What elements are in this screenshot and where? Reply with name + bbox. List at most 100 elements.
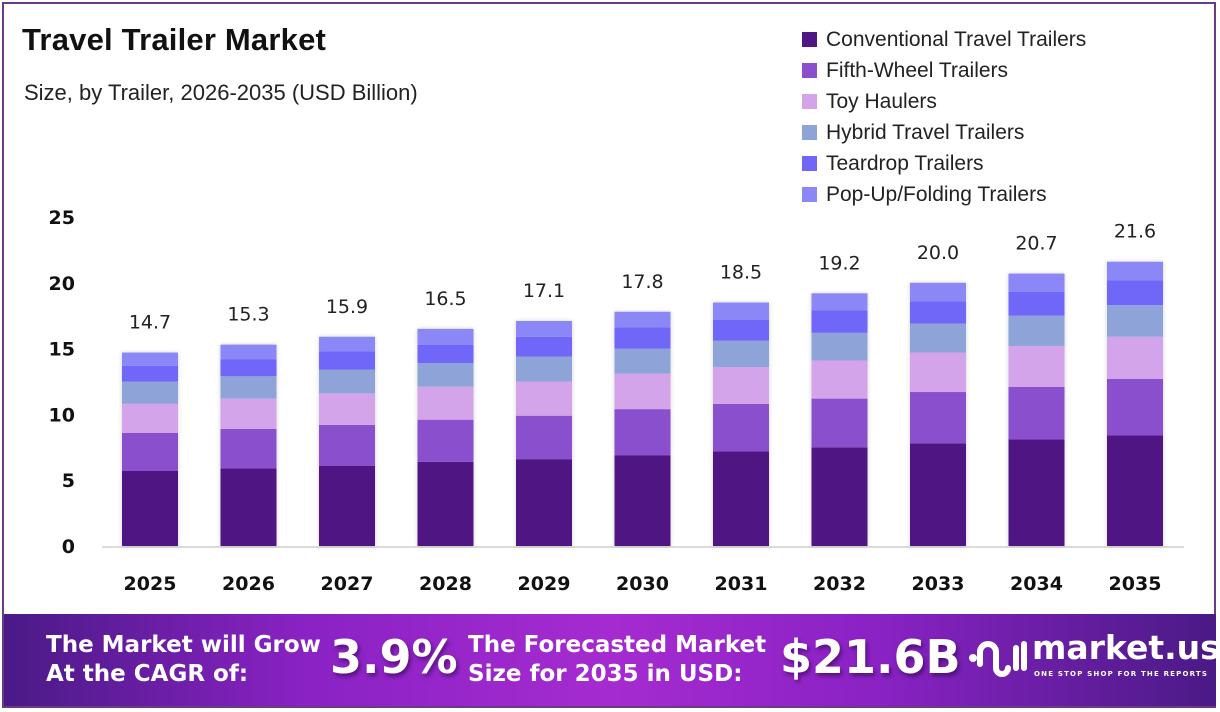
- bar-stack-2031: [713, 302, 769, 546]
- bar-segment: [220, 376, 277, 399]
- legend-item-teardrop: Teardrop Trailers: [802, 148, 1086, 179]
- legend-item-fifth-wheel: Fifth-Wheel Trailers: [802, 55, 1086, 86]
- bar-stack-2034: [1008, 273, 1065, 546]
- y-tick-label: 5: [62, 470, 75, 492]
- legend-label: Pop-Up/Folding Trailers: [826, 182, 1047, 206]
- total-data-label: 17.1: [523, 280, 565, 302]
- bar-segment: [417, 344, 474, 364]
- bar-segment: [910, 282, 966, 302]
- bar-segment: [516, 381, 572, 416]
- bar-stack-2026: [220, 344, 277, 546]
- cagr-caption-line2: At the CAGR of:: [46, 661, 249, 687]
- y-tick-label: 10: [49, 404, 75, 426]
- bar-stack-2025: [122, 352, 178, 546]
- x-tick-label: 2027: [321, 573, 374, 595]
- bar-segment: [122, 381, 178, 404]
- bar-segment: [319, 336, 375, 352]
- x-tick-label: 2030: [616, 573, 669, 595]
- bar-segment: [910, 392, 966, 444]
- cagr-value: 3.9%: [330, 630, 458, 684]
- total-data-label: 20.7: [1015, 233, 1057, 255]
- cagr-caption: The Market will Grow At the CAGR of:: [46, 631, 321, 689]
- bar-segment: [713, 340, 769, 368]
- legend-swatch: [802, 32, 817, 47]
- bar-segment: [417, 386, 474, 420]
- bar-segment: [1008, 292, 1065, 316]
- legend-swatch: [802, 63, 817, 78]
- bar-segment: [319, 369, 375, 394]
- x-tick-label: 2033: [912, 573, 965, 595]
- bar-segment: [516, 356, 572, 382]
- legend-label: Hybrid Travel Trailers: [826, 120, 1025, 144]
- bar-stack-2032: [811, 293, 868, 546]
- legend: Conventional Travel Trailers Fifth-Wheel…: [802, 24, 1086, 210]
- bar-segment: [122, 470, 178, 546]
- bar-segment: [713, 302, 769, 320]
- forecast-caption: The Forecasted Market Size for 2035 in U…: [468, 631, 766, 689]
- bar-segment: [1008, 345, 1065, 387]
- x-axis: 2025 2026 2027 2028 2029 2030 2031 2032 2033 2034…: [124, 573, 1162, 595]
- bar-stack-2028: [417, 328, 474, 546]
- bar-segment: [417, 363, 474, 387]
- bar-segment: [516, 415, 572, 460]
- total-data-label: 15.3: [227, 304, 269, 326]
- bar-segment: [1008, 386, 1065, 440]
- total-data-label: 14.7: [129, 312, 171, 334]
- bar-segment: [319, 351, 375, 370]
- bar-segment: [319, 424, 375, 466]
- bar-segment: [910, 323, 966, 353]
- bar-segment: [122, 432, 178, 471]
- bar-segment: [417, 461, 474, 546]
- total-data-label: 17.8: [621, 271, 663, 293]
- y-tick-label: 20: [49, 273, 75, 295]
- total-data-label: 16.5: [424, 288, 466, 310]
- bar-segment: [1107, 305, 1163, 337]
- legend-swatch: [802, 125, 817, 140]
- bar-segment: [614, 455, 671, 546]
- bar-segment: [713, 319, 769, 341]
- legend-swatch: [802, 94, 817, 109]
- bar-segment: [614, 373, 671, 410]
- bar-segment: [1107, 336, 1163, 379]
- legend-label: Conventional Travel Trailers: [826, 27, 1087, 51]
- bar-segment: [516, 336, 572, 357]
- legend-item-pop-up: Pop-Up/Folding Trailers: [802, 179, 1086, 210]
- legend-item-conventional: Conventional Travel Trailers: [802, 24, 1086, 55]
- y-tick-label: 0: [62, 536, 75, 558]
- total-data-label: 15.9: [326, 296, 368, 318]
- x-tick-label: 2035: [1109, 573, 1162, 595]
- bar-segment: [811, 310, 868, 333]
- bar-segment: [1107, 280, 1163, 306]
- bar-segment: [1107, 378, 1163, 436]
- bar-segment: [319, 465, 375, 546]
- bar-segment: [220, 398, 277, 429]
- legend-swatch: [802, 156, 817, 171]
- total-data-label: 18.5: [720, 262, 762, 284]
- total-data-label: 21.6: [1114, 221, 1156, 243]
- bar-segment: [811, 293, 868, 311]
- y-tick-label: 25: [49, 207, 75, 229]
- legend-label: Toy Haulers: [826, 89, 937, 113]
- bar-stack-2035: [1107, 261, 1163, 546]
- bar-segment: [319, 393, 375, 425]
- bar-segment: [220, 428, 277, 469]
- bar-segment: [614, 327, 671, 349]
- bar-segment: [910, 443, 966, 546]
- bar-segment: [811, 332, 868, 361]
- legend-swatch: [802, 187, 817, 202]
- bar-segment: [516, 459, 572, 546]
- bar-segment: [1008, 273, 1065, 293]
- x-tick-label: 2032: [813, 573, 866, 595]
- bar-segment: [122, 365, 178, 382]
- bar-segment: [614, 409, 671, 456]
- bar-segment: [122, 352, 178, 366]
- bar-segment: [417, 328, 474, 345]
- bar-segment: [1107, 435, 1163, 546]
- x-tick-label: 2028: [419, 573, 472, 595]
- bar-segment: [713, 403, 769, 452]
- bar-segment: [220, 344, 277, 360]
- y-axis: 0 5 10 15 20 25: [49, 207, 75, 558]
- bar-stack-2033: [910, 282, 966, 546]
- x-tick-label: 2025: [124, 573, 177, 595]
- bar-segment: [1107, 261, 1163, 281]
